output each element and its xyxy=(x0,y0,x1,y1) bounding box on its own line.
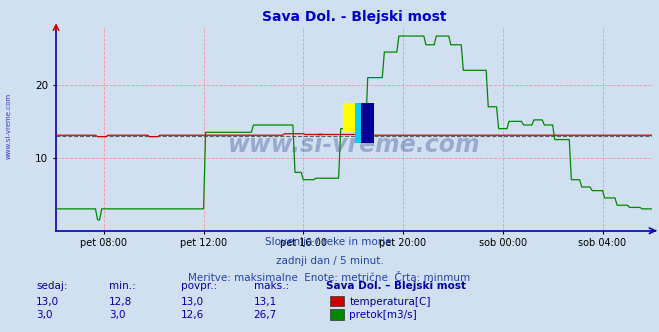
Text: min.:: min.: xyxy=(109,281,136,291)
Text: 13,0: 13,0 xyxy=(36,297,59,307)
Title: Sava Dol. - Blejski most: Sava Dol. - Blejski most xyxy=(262,10,446,24)
Text: 13,1: 13,1 xyxy=(254,297,277,307)
Text: 26,7: 26,7 xyxy=(254,310,277,320)
Text: povpr.:: povpr.: xyxy=(181,281,217,291)
Text: zadnji dan / 5 minut.: zadnji dan / 5 minut. xyxy=(275,256,384,266)
Text: Sava Dol. – Blejski most: Sava Dol. – Blejski most xyxy=(326,281,466,291)
Bar xyxy=(355,103,374,143)
Bar xyxy=(343,103,362,132)
Text: 12,6: 12,6 xyxy=(181,310,204,320)
Bar xyxy=(362,103,374,143)
Text: 3,0: 3,0 xyxy=(36,310,53,320)
Text: Meritve: maksimalne  Enote: metrične  Črta: minmum: Meritve: maksimalne Enote: metrične Črta… xyxy=(188,273,471,283)
Text: maks.:: maks.: xyxy=(254,281,289,291)
Text: 13,0: 13,0 xyxy=(181,297,204,307)
Text: www.si-vreme.com: www.si-vreme.com xyxy=(228,133,480,157)
Text: temperatura[C]: temperatura[C] xyxy=(349,297,431,307)
Text: www.si-vreme.com: www.si-vreme.com xyxy=(5,93,11,159)
Text: 3,0: 3,0 xyxy=(109,310,125,320)
Text: Slovenija / reke in morje.: Slovenija / reke in morje. xyxy=(264,237,395,247)
Text: 12,8: 12,8 xyxy=(109,297,132,307)
Text: pretok[m3/s]: pretok[m3/s] xyxy=(349,310,417,320)
Text: sedaj:: sedaj: xyxy=(36,281,68,291)
